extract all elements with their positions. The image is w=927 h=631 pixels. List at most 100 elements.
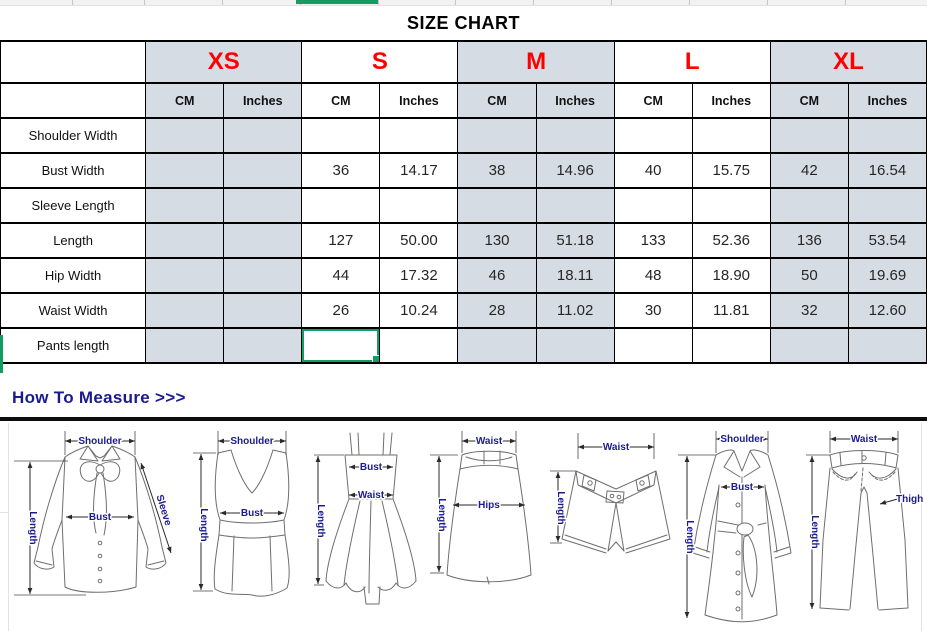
cell[interactable] — [223, 257, 303, 294]
unit-cell[interactable]: Inches — [847, 82, 927, 119]
cell[interactable] — [457, 187, 537, 224]
unit-cell[interactable]: CM — [145, 82, 225, 119]
cell[interactable] — [379, 187, 459, 224]
row-label[interactable]: Hip Width — [0, 257, 147, 294]
cell[interactable]: 26 — [301, 292, 381, 329]
cell[interactable] — [145, 222, 225, 259]
cell[interactable]: 11.81 — [691, 292, 771, 329]
cell[interactable]: 18.90 — [691, 257, 771, 294]
cell[interactable] — [769, 117, 849, 154]
cell[interactable]: 136 — [769, 222, 849, 259]
cell[interactable] — [691, 187, 771, 224]
cell[interactable] — [535, 117, 615, 154]
unit-corner-cell[interactable] — [0, 82, 147, 119]
cell[interactable]: 19.69 — [847, 257, 927, 294]
figure-coat: Shoulder Length Bust — [678, 431, 792, 623]
cell[interactable]: 53.54 — [847, 222, 927, 259]
size-header-xl[interactable]: XL — [769, 40, 927, 84]
cell[interactable]: 32 — [769, 292, 849, 329]
cell[interactable]: 15.75 — [691, 152, 771, 189]
cell[interactable] — [301, 187, 381, 224]
cell[interactable] — [145, 152, 225, 189]
cell[interactable]: 14.96 — [535, 152, 615, 189]
cell[interactable] — [847, 187, 927, 224]
cell[interactable] — [223, 222, 303, 259]
unit-cell[interactable]: CM — [301, 82, 381, 119]
cell[interactable] — [223, 327, 303, 364]
cell[interactable] — [535, 327, 615, 364]
cell[interactable] — [535, 187, 615, 224]
cell[interactable]: 50.00 — [379, 222, 459, 259]
cell[interactable]: 10.24 — [379, 292, 459, 329]
unit-header-row: CM Inches CM Inches CM Inches CM Inches … — [0, 82, 927, 119]
cell[interactable] — [223, 152, 303, 189]
cell[interactable] — [145, 327, 225, 364]
cell[interactable]: 14.17 — [379, 152, 459, 189]
row-label[interactable]: Sleeve Length — [0, 187, 147, 224]
cell[interactable] — [769, 327, 849, 364]
cell[interactable] — [847, 327, 927, 364]
unit-cell[interactable]: CM — [613, 82, 693, 119]
size-header-s[interactable]: S — [301, 40, 459, 84]
selected-cell[interactable] — [301, 327, 381, 364]
unit-cell[interactable]: Inches — [691, 82, 771, 119]
cell[interactable] — [847, 117, 927, 154]
cell[interactable]: 17.32 — [379, 257, 459, 294]
cell[interactable] — [301, 117, 381, 154]
cell[interactable] — [457, 117, 537, 154]
cell[interactable] — [145, 292, 225, 329]
unit-cell[interactable]: CM — [457, 82, 537, 119]
cell[interactable] — [379, 117, 459, 154]
cell[interactable]: 38 — [457, 152, 537, 189]
row-label[interactable]: Waist Width — [0, 292, 147, 329]
cell[interactable] — [769, 187, 849, 224]
figure-dress: Length Bust Waist — [314, 432, 417, 605]
cell[interactable]: 11.02 — [535, 292, 615, 329]
unit-cell[interactable]: Inches — [535, 82, 615, 119]
cell[interactable]: 127 — [301, 222, 381, 259]
cell[interactable]: 133 — [613, 222, 693, 259]
unit-cell[interactable]: CM — [769, 82, 849, 119]
cell[interactable]: 36 — [301, 152, 381, 189]
cell[interactable] — [145, 257, 225, 294]
cell[interactable]: 18.11 — [535, 257, 615, 294]
cell[interactable] — [145, 187, 225, 224]
cell[interactable]: 40 — [613, 152, 693, 189]
cell[interactable] — [613, 327, 693, 364]
row-label[interactable]: Bust Width — [0, 152, 147, 189]
unit-cell[interactable]: Inches — [379, 82, 459, 119]
measure-label-length: Length — [555, 491, 566, 524]
cell[interactable] — [223, 187, 303, 224]
cell[interactable]: 30 — [613, 292, 693, 329]
cell[interactable] — [223, 292, 303, 329]
cell[interactable]: 42 — [769, 152, 849, 189]
cell[interactable]: 51.18 — [535, 222, 615, 259]
size-header-l[interactable]: L — [613, 40, 771, 84]
cell[interactable] — [223, 117, 303, 154]
cell[interactable]: 50 — [769, 257, 849, 294]
cell[interactable] — [379, 327, 459, 364]
row-label[interactable]: Shoulder Width — [0, 117, 147, 154]
unit-cell[interactable]: Inches — [223, 82, 303, 119]
cell[interactable]: 130 — [457, 222, 537, 259]
cell[interactable] — [457, 327, 537, 364]
cell[interactable]: 12.60 — [847, 292, 927, 329]
cell[interactable]: 52.36 — [691, 222, 771, 259]
cell[interactable]: 44 — [301, 257, 381, 294]
cell[interactable]: 16.54 — [847, 152, 927, 189]
cell[interactable] — [145, 117, 225, 154]
row-label[interactable]: Pants length — [0, 327, 147, 364]
cell[interactable] — [691, 117, 771, 154]
size-header-xs[interactable]: XS — [145, 40, 303, 84]
corner-cell[interactable] — [0, 40, 147, 84]
row-label[interactable]: Length — [0, 222, 147, 259]
section-divider — [0, 417, 927, 421]
cell[interactable] — [691, 327, 771, 364]
cell[interactable]: 46 — [457, 257, 537, 294]
size-header-m[interactable]: M — [457, 40, 615, 84]
cell[interactable]: 28 — [457, 292, 537, 329]
cell[interactable] — [613, 187, 693, 224]
cell[interactable] — [613, 117, 693, 154]
cell[interactable]: 48 — [613, 257, 693, 294]
